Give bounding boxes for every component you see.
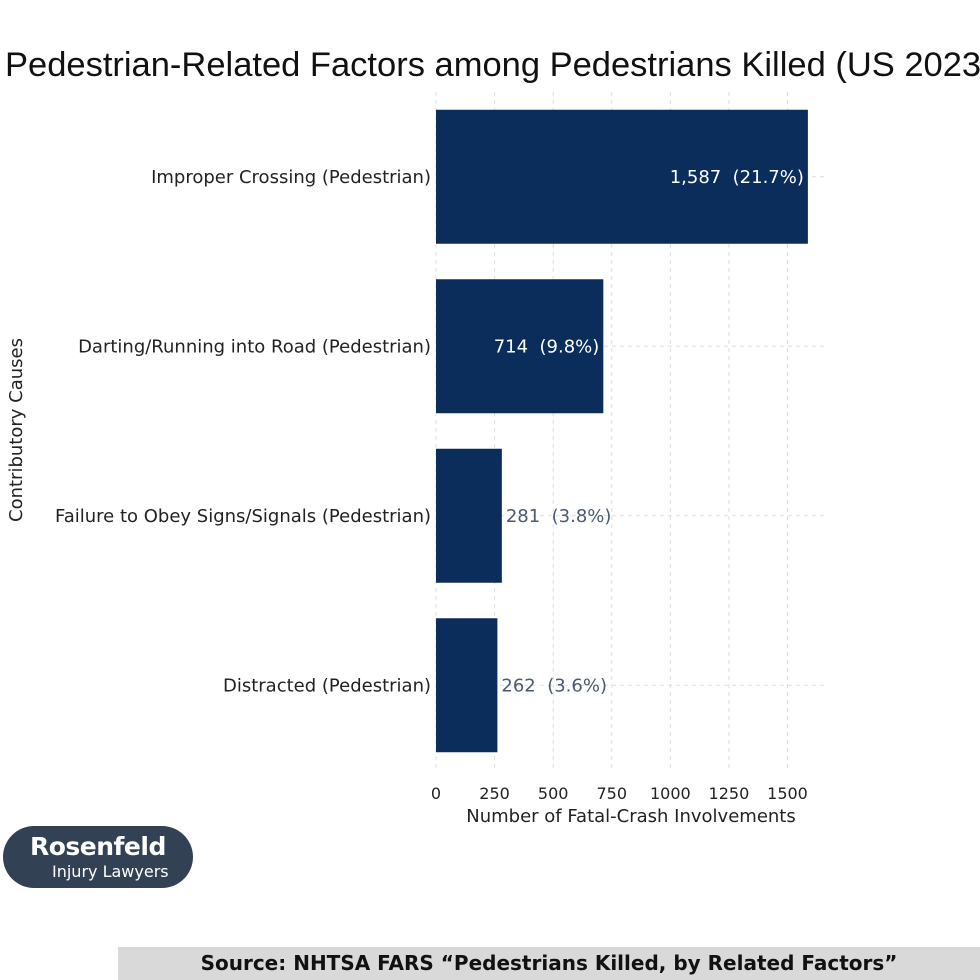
x-axis-title: Number of Fatal-Crash Involvements [466, 806, 795, 827]
x-tick-label: 750 [596, 784, 627, 803]
source-banner: Source: NHTSA FARS “Pedestrians Killed, … [118, 947, 980, 980]
bar [436, 279, 604, 414]
x-tick-label: 1250 [709, 784, 750, 803]
bar [436, 109, 808, 244]
logo-name: Rosenfeld [30, 832, 166, 861]
data-label: 262 (3.6%) [501, 675, 607, 696]
category-label: Improper Crossing (Pedestrian) [151, 167, 431, 188]
source-text: Source: NHTSA FARS “Pedestrians Killed, … [200, 951, 898, 975]
rosenfeld-logo: Rosenfeld Injury Lawyers [3, 826, 193, 888]
category-labels: Improper Crossing (Pedestrian) Darting/Ru… [55, 167, 431, 697]
y-axis-title: Contributory Causes [6, 338, 27, 522]
x-tick-label: 0 [431, 784, 441, 803]
data-label: 1,587 (21.7%) [670, 167, 804, 188]
bar [436, 618, 498, 753]
x-tick-label: 250 [479, 784, 510, 803]
category-label: Failure to Obey Signs/Signals (Pedestria… [55, 506, 431, 527]
x-tick-label: 1500 [767, 784, 808, 803]
data-labels: 1,587 (21.7%) 714 (9.8%) 281 (3.8%) 262 (3.… [494, 167, 804, 697]
logo-subtitle: Injury Lawyers [52, 862, 169, 881]
x-tick-label: 500 [538, 784, 569, 803]
data-label: 714 (9.8%) [494, 336, 600, 357]
data-label: 281 (3.8%) [506, 506, 612, 527]
category-label: Darting/Running into Road (Pedestrian) [78, 336, 431, 357]
chart-title: Pedestrian-Related Factors among Pedestr… [5, 46, 980, 84]
category-label: Distracted (Pedestrian) [223, 675, 431, 696]
x-tick-label: 1000 [650, 784, 691, 803]
bar [436, 448, 502, 583]
bars [436, 109, 808, 753]
x-tick-labels: 0 250 500 750 1000 1250 1500 [431, 784, 808, 803]
